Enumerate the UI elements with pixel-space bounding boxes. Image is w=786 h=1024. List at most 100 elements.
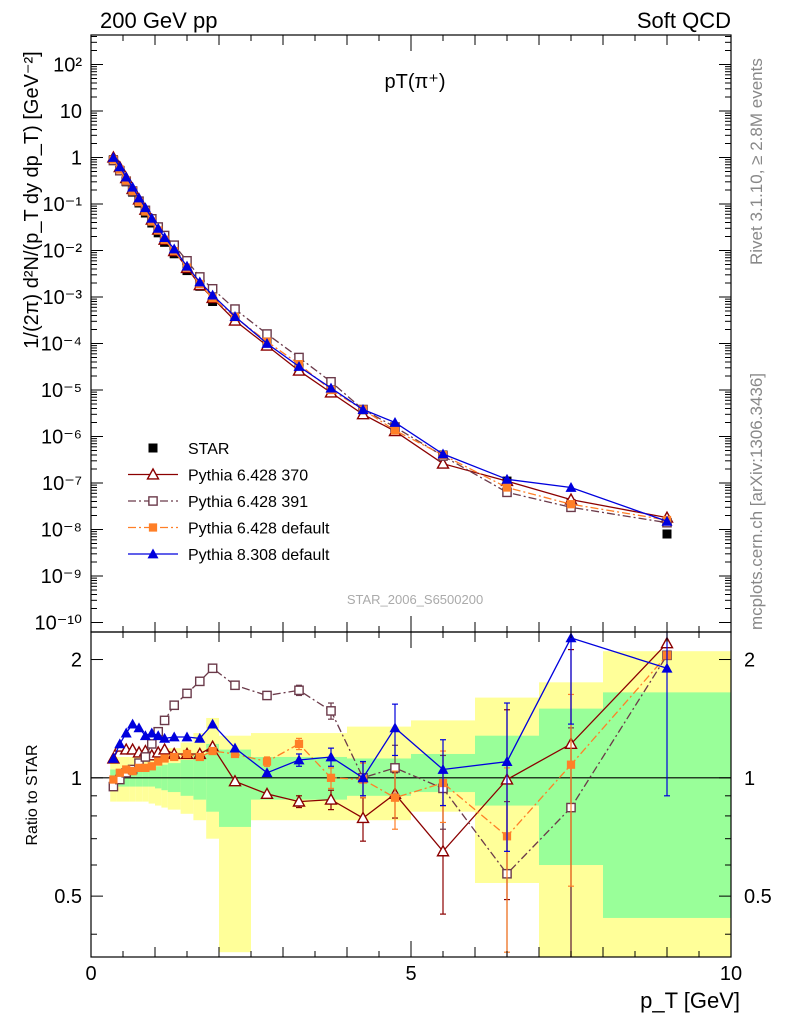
data-point-marker [436,456,450,469]
legend-item: Pythia 6.428 370 [128,468,308,485]
data-point-marker [194,276,206,287]
y-tick-label: 10⁻⁴ [41,334,82,356]
data-point-marker [566,760,576,769]
data-point-marker [146,467,160,480]
header-left: 200 GeV pp [100,8,217,33]
ratio-y-tick-label-right: 1 [744,768,755,790]
data-point-marker [437,763,449,774]
series-pythia-8-308-default [107,152,673,526]
data-point-marker [122,765,131,774]
main-plot-axes: 10⁻¹⁰ 10⁻⁹ 10⁻⁸ 10⁻⁷ 10⁻⁶ 10⁻⁵ 10⁻⁴ 10⁻³ 10⁻² 10⁻… [35,35,732,635]
ratio-y-tick-label-right: 2 [744,650,755,672]
data-point-marker [159,232,171,242]
data-point-marker [294,739,304,749]
data-point-marker [133,722,145,733]
y-tick-label: 10⁻¹⁰ [35,613,82,635]
data-point-marker [357,404,369,414]
main-y-axis-label: 1/(2π) d²N/(p_T dy dp_T) [GeV⁻²] [21,51,43,348]
inner-uncertainty-bin [219,749,251,827]
ratio-plot-data [106,632,674,957]
data-point-marker [170,752,179,762]
main-plot-panel: 10⁻¹⁰ 10⁻⁹ 10⁻⁸ 10⁻⁷ 10⁻⁶ 10⁻⁵ 10⁻⁴ 10⁻³ 10⁻² 10⁻… [21,34,732,635]
data-point-marker [148,496,158,506]
ratio-y-tick-label: 0.5 [54,886,82,908]
data-point-marker [437,448,449,459]
data-point-marker [293,754,305,765]
ratio-y-tick-label: 2 [71,650,82,672]
data-point-marker [207,718,219,729]
data-point-marker [565,482,577,492]
y-tick-label: 10⁻¹ [43,194,83,216]
data-point-marker [148,523,158,532]
data-point-marker [148,443,158,453]
data-point-marker [294,685,304,696]
x-tick-label: 10 [720,963,742,985]
data-point-marker [154,757,163,766]
data-point-marker [208,746,217,756]
y-tick-label: 10⁻³ [43,287,83,309]
mcplots-label: mcplots.cern.ch [arXiv:1306.3436] [747,373,766,630]
y-tick-label: 1 [71,148,82,170]
y-tick-label: 10⁻⁵ [41,380,82,402]
data-point-marker [390,793,400,802]
data-point-marker [501,473,513,484]
data-point-marker [436,844,450,857]
data-point-marker [293,361,305,371]
x-axis-label: p_T [GeV] [640,988,740,1013]
rivet-version-label: Rivet 3.1.10, ≥ 2.8M events [747,58,766,265]
legend-label: Pythia 6.428 default [188,521,330,538]
data-point-marker [139,202,151,213]
data-point-marker [662,529,672,539]
ratio-y-tick-label-right: 0.5 [744,886,772,908]
data-point-marker [107,152,119,162]
data-point-marker [389,722,401,733]
data-point-marker [501,756,513,766]
data-point-marker [207,663,218,674]
data-point-marker [389,417,401,427]
data-point-marker [356,811,370,824]
data-point-marker [169,700,180,711]
data-point-marker [160,754,169,763]
data-point-marker [182,688,192,699]
legend-label: Pythia 8.308 default [188,547,330,564]
data-point-marker [134,763,144,773]
data-point-marker [261,767,273,778]
legend: STAR Pythia 6.428 370 Pythia 6.428 391 Pyth… [128,441,330,564]
legend-item: Pythia 6.428 default [128,521,330,538]
data-point-marker [566,500,576,509]
data-point-marker [326,706,336,716]
main-plot-frame [90,34,732,633]
data-point-marker [661,662,673,673]
data-point-marker [152,222,164,233]
data-point-marker [262,757,272,766]
data-point-marker [661,515,673,526]
data-point-marker [140,752,151,762]
data-point-marker [230,680,240,691]
y-tick-label: 10⁻² [43,241,83,263]
data-point-marker [230,749,240,759]
data-point-marker [152,730,164,741]
legend-label: Pythia 6.428 370 [188,468,308,485]
y-tick-label: 10⁻⁹ [41,566,82,588]
ratio-plot-axes: 0.5 0.5 1 1 2 2 0 5 10 [54,632,772,985]
data-point-marker [207,289,219,300]
y-tick-label: 10⁻⁶ [41,427,82,449]
legend-item: Pythia 6.428 391 [128,494,308,511]
data-point-marker [120,727,132,738]
data-point-marker [146,739,157,749]
data-point-marker [139,730,151,741]
data-point-marker [260,786,274,800]
data-point-marker [120,171,132,182]
data-point-marker [324,792,338,805]
series-line [112,159,668,521]
legend-label: STAR [188,441,229,458]
data-point-marker [229,742,241,753]
data-point-marker [109,775,118,784]
data-point-marker [157,742,172,755]
data-point-marker [195,752,204,762]
ratio-y-tick-label: 1 [71,768,82,790]
data-point-marker [261,338,273,348]
data-point-marker [159,715,170,726]
y-tick-label: 10 [60,101,82,123]
